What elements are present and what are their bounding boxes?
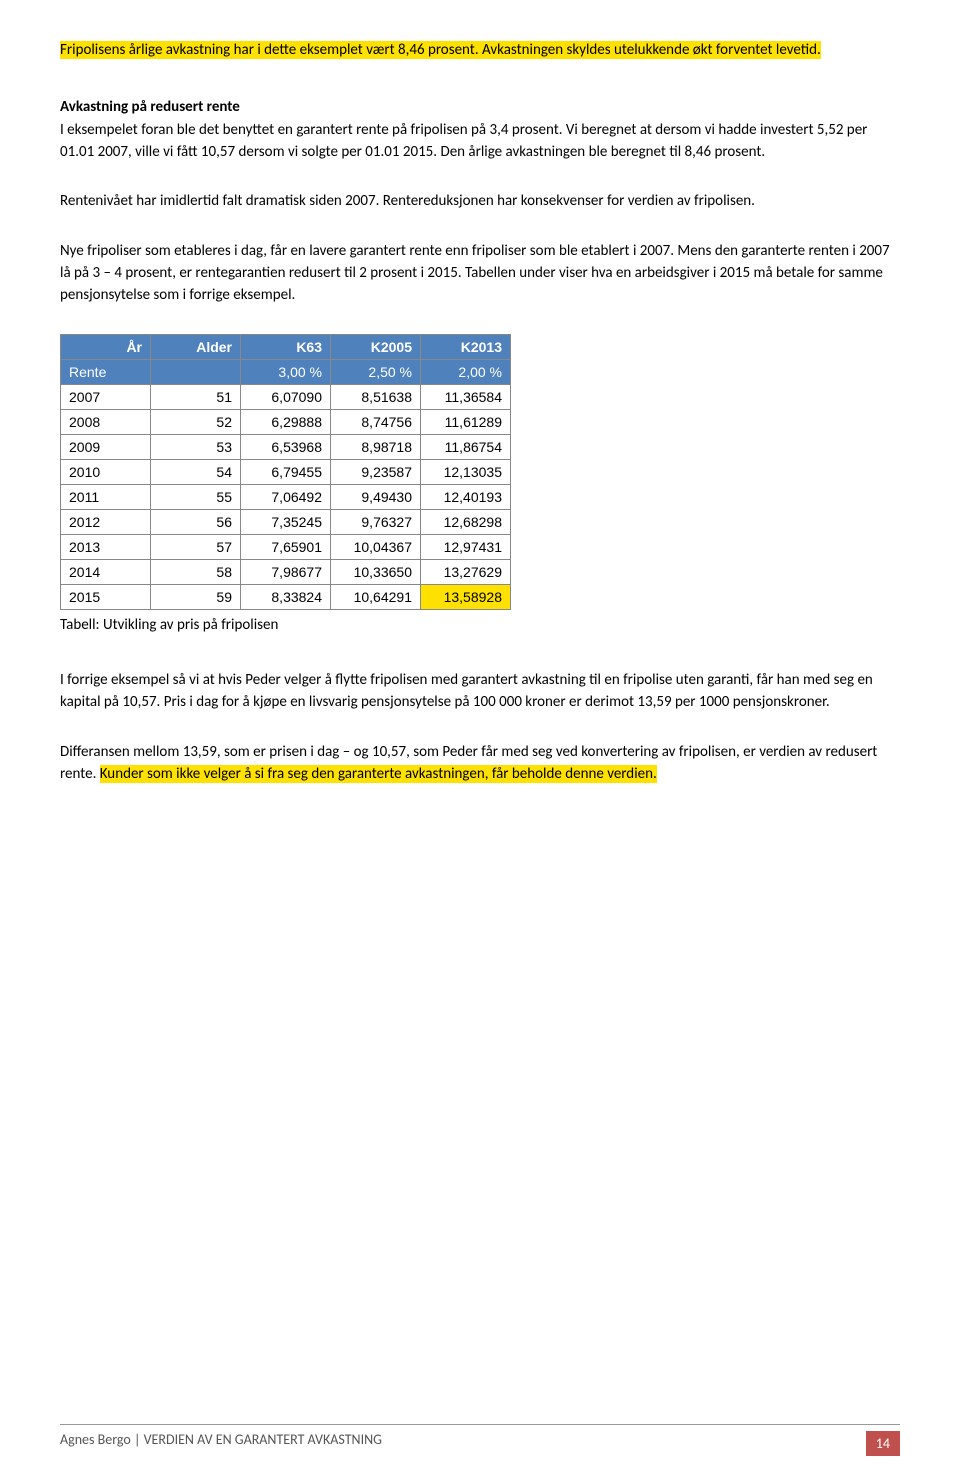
- section1-para3: Nye fripoliser som etableres i dag, får …: [60, 241, 900, 306]
- table-row: 2012 56 7,35245 9,76327 12,68298: [61, 510, 511, 535]
- col-k2005: K2005: [331, 335, 421, 360]
- col-k63: K63: [241, 335, 331, 360]
- rente-k2013: 2,00 %: [421, 360, 511, 385]
- col-age: Alder: [151, 335, 241, 360]
- section1-para1: I eksempelet foran ble det benyttet en g…: [60, 120, 900, 164]
- table-row: 2015 59 8,33824 10,64291 13,58928: [61, 585, 511, 610]
- table-header-row: År Alder K63 K2005 K2013: [61, 335, 511, 360]
- intro-highlight: Fripolisens årlige avkastning har i dett…: [60, 41, 821, 59]
- col-k2013: K2013: [421, 335, 511, 360]
- table-row: 2008 52 6,29888 8,74756 11,61289: [61, 410, 511, 435]
- highlighted-cell: 13,58928: [421, 585, 511, 610]
- section1-para2: Rentenivået har imidlertid falt dramatis…: [60, 191, 900, 213]
- footer-text: Agnes Bergo | VERDIEN AV EN GARANTERT AV…: [60, 1431, 382, 1456]
- intro-paragraph: Fripolisens årlige avkastning har i dett…: [60, 40, 900, 62]
- page-number-badge: 14: [866, 1431, 900, 1456]
- rente-blank: [151, 360, 241, 385]
- rente-k2005: 2,50 %: [331, 360, 421, 385]
- rente-k63: 3,00 %: [241, 360, 331, 385]
- para2-highlight: Kunder som ikke velger å si fra seg den …: [100, 765, 657, 783]
- page-footer: Agnes Bergo | VERDIEN AV EN GARANTERT AV…: [60, 1424, 900, 1456]
- rente-label: Rente: [61, 360, 151, 385]
- table-row: 2007 51 6,07090 8,51638 11,36584: [61, 385, 511, 410]
- table-row: 2013 57 7,65901 10,04367 12,97431: [61, 535, 511, 560]
- document-page: Fripolisens årlige avkastning har i dett…: [0, 0, 960, 1476]
- table-row: 2010 54 6,79455 9,23587 12,13035: [61, 460, 511, 485]
- col-year: År: [61, 335, 151, 360]
- pricing-table: År Alder K63 K2005 K2013 Rente 3,00 % 2,…: [60, 334, 511, 610]
- table-caption: Tabell: Utvikling av pris på fripolisen: [60, 616, 900, 634]
- after-table-para1: I forrige eksempel så vi at hvis Peder v…: [60, 670, 900, 714]
- table-rente-row: Rente 3,00 % 2,50 % 2,00 %: [61, 360, 511, 385]
- table-row: 2009 53 6,53968 8,98718 11,86754: [61, 435, 511, 460]
- section-title: Avkastning på redusert rente: [60, 98, 900, 116]
- table-row: 2011 55 7,06492 9,49430 12,40193: [61, 485, 511, 510]
- table-row: 2014 58 7,98677 10,33650 13,27629: [61, 560, 511, 585]
- after-table-para2: Differansen mellom 13,59, som er prisen …: [60, 742, 900, 786]
